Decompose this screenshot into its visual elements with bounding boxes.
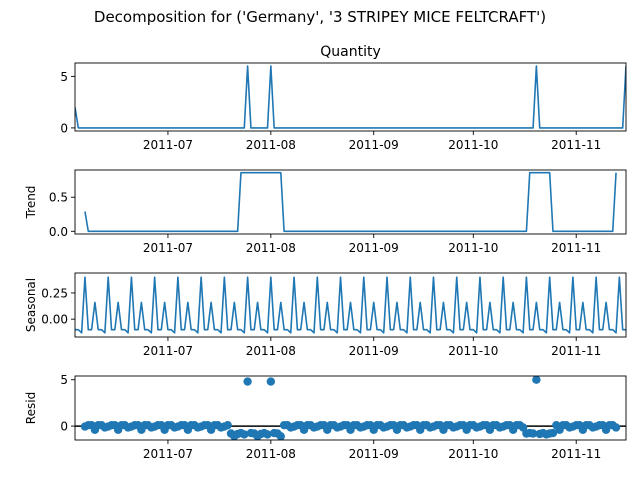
resid-point xyxy=(548,428,558,438)
x-tick-label: 2011-07 xyxy=(143,138,193,152)
series-line xyxy=(75,65,626,129)
x-tick-label: 2011-07 xyxy=(143,241,193,255)
y-tick-label: 0 xyxy=(60,121,68,135)
x-tick-label: 2011-07 xyxy=(143,344,193,358)
x-tick-label: 2011-08 xyxy=(246,138,296,152)
x-tick-label: 2011-08 xyxy=(246,241,296,255)
resid-point xyxy=(266,377,276,386)
series-line xyxy=(75,276,626,334)
subplot-panels: 2011-07 2011-08 2011-09 2011-10 2011-11 0 5 Qua… xyxy=(24,44,627,461)
subplot-1: 2011-07 2011-08 2011-09 2011-10 2011-11 0.0 0.… xyxy=(24,169,627,255)
x-tick-label: 2011-11 xyxy=(551,447,601,461)
x-tick-label: 2011-10 xyxy=(448,447,498,461)
axes-frame xyxy=(74,272,627,338)
axes-frame xyxy=(74,169,627,235)
series-line xyxy=(84,171,617,233)
x-tick-label: 2011-10 xyxy=(448,138,498,152)
y-axis-label: Resid xyxy=(24,392,38,424)
x-tick-label: 2011-09 xyxy=(349,447,399,461)
x-tick-label: 2011-07 xyxy=(143,447,193,461)
y-tick-label: 0.00 xyxy=(41,313,68,327)
y-axis-label: Seasonal xyxy=(24,278,38,332)
axes-frame xyxy=(74,375,627,441)
x-tick-label: 2011-09 xyxy=(349,138,399,152)
y-axis-label: Trend xyxy=(24,186,38,220)
y-tick-label: 5 xyxy=(60,373,68,387)
x-tick-label: 2011-10 xyxy=(448,344,498,358)
x-tick-label: 2011-08 xyxy=(246,447,296,461)
x-tick-label: 2011-11 xyxy=(551,344,601,358)
resid-point xyxy=(528,429,538,438)
y-tick-label: 0.5 xyxy=(49,191,68,205)
resid-point xyxy=(240,430,249,439)
subplot-2: 2011-07 2011-08 2011-09 2011-10 2011-11 0.00 0… xyxy=(24,272,627,358)
y-tick-label: 0.0 xyxy=(49,225,68,239)
figure-suptitle: Decomposition for ('Germany', '3 STRIPEY… xyxy=(94,8,546,26)
subplot-title: Quantity xyxy=(320,44,381,60)
resid-point xyxy=(223,420,232,430)
y-tick-label: 0.25 xyxy=(41,286,68,300)
x-tick-label: 2011-09 xyxy=(349,241,399,255)
y-tick-label: 0 xyxy=(60,420,68,434)
resid-point xyxy=(243,377,252,386)
x-tick-label: 2011-08 xyxy=(246,344,296,358)
x-tick-label: 2011-11 xyxy=(551,138,601,152)
x-tick-label: 2011-10 xyxy=(448,241,498,255)
axes-frame xyxy=(74,62,627,132)
x-tick-label: 2011-11 xyxy=(551,241,601,255)
subplot-3: 2011-07 2011-08 2011-09 2011-10 2011-11 0 5 Res… xyxy=(24,373,627,461)
subplot-0: 2011-07 2011-08 2011-09 2011-10 2011-11 0 5 Qua… xyxy=(60,44,627,152)
resid-point xyxy=(263,430,272,439)
y-tick-label: 5 xyxy=(60,70,68,84)
x-tick-label: 2011-09 xyxy=(349,344,399,358)
resid-point xyxy=(532,376,541,384)
resid-point xyxy=(611,423,621,432)
resid-point xyxy=(276,432,285,440)
